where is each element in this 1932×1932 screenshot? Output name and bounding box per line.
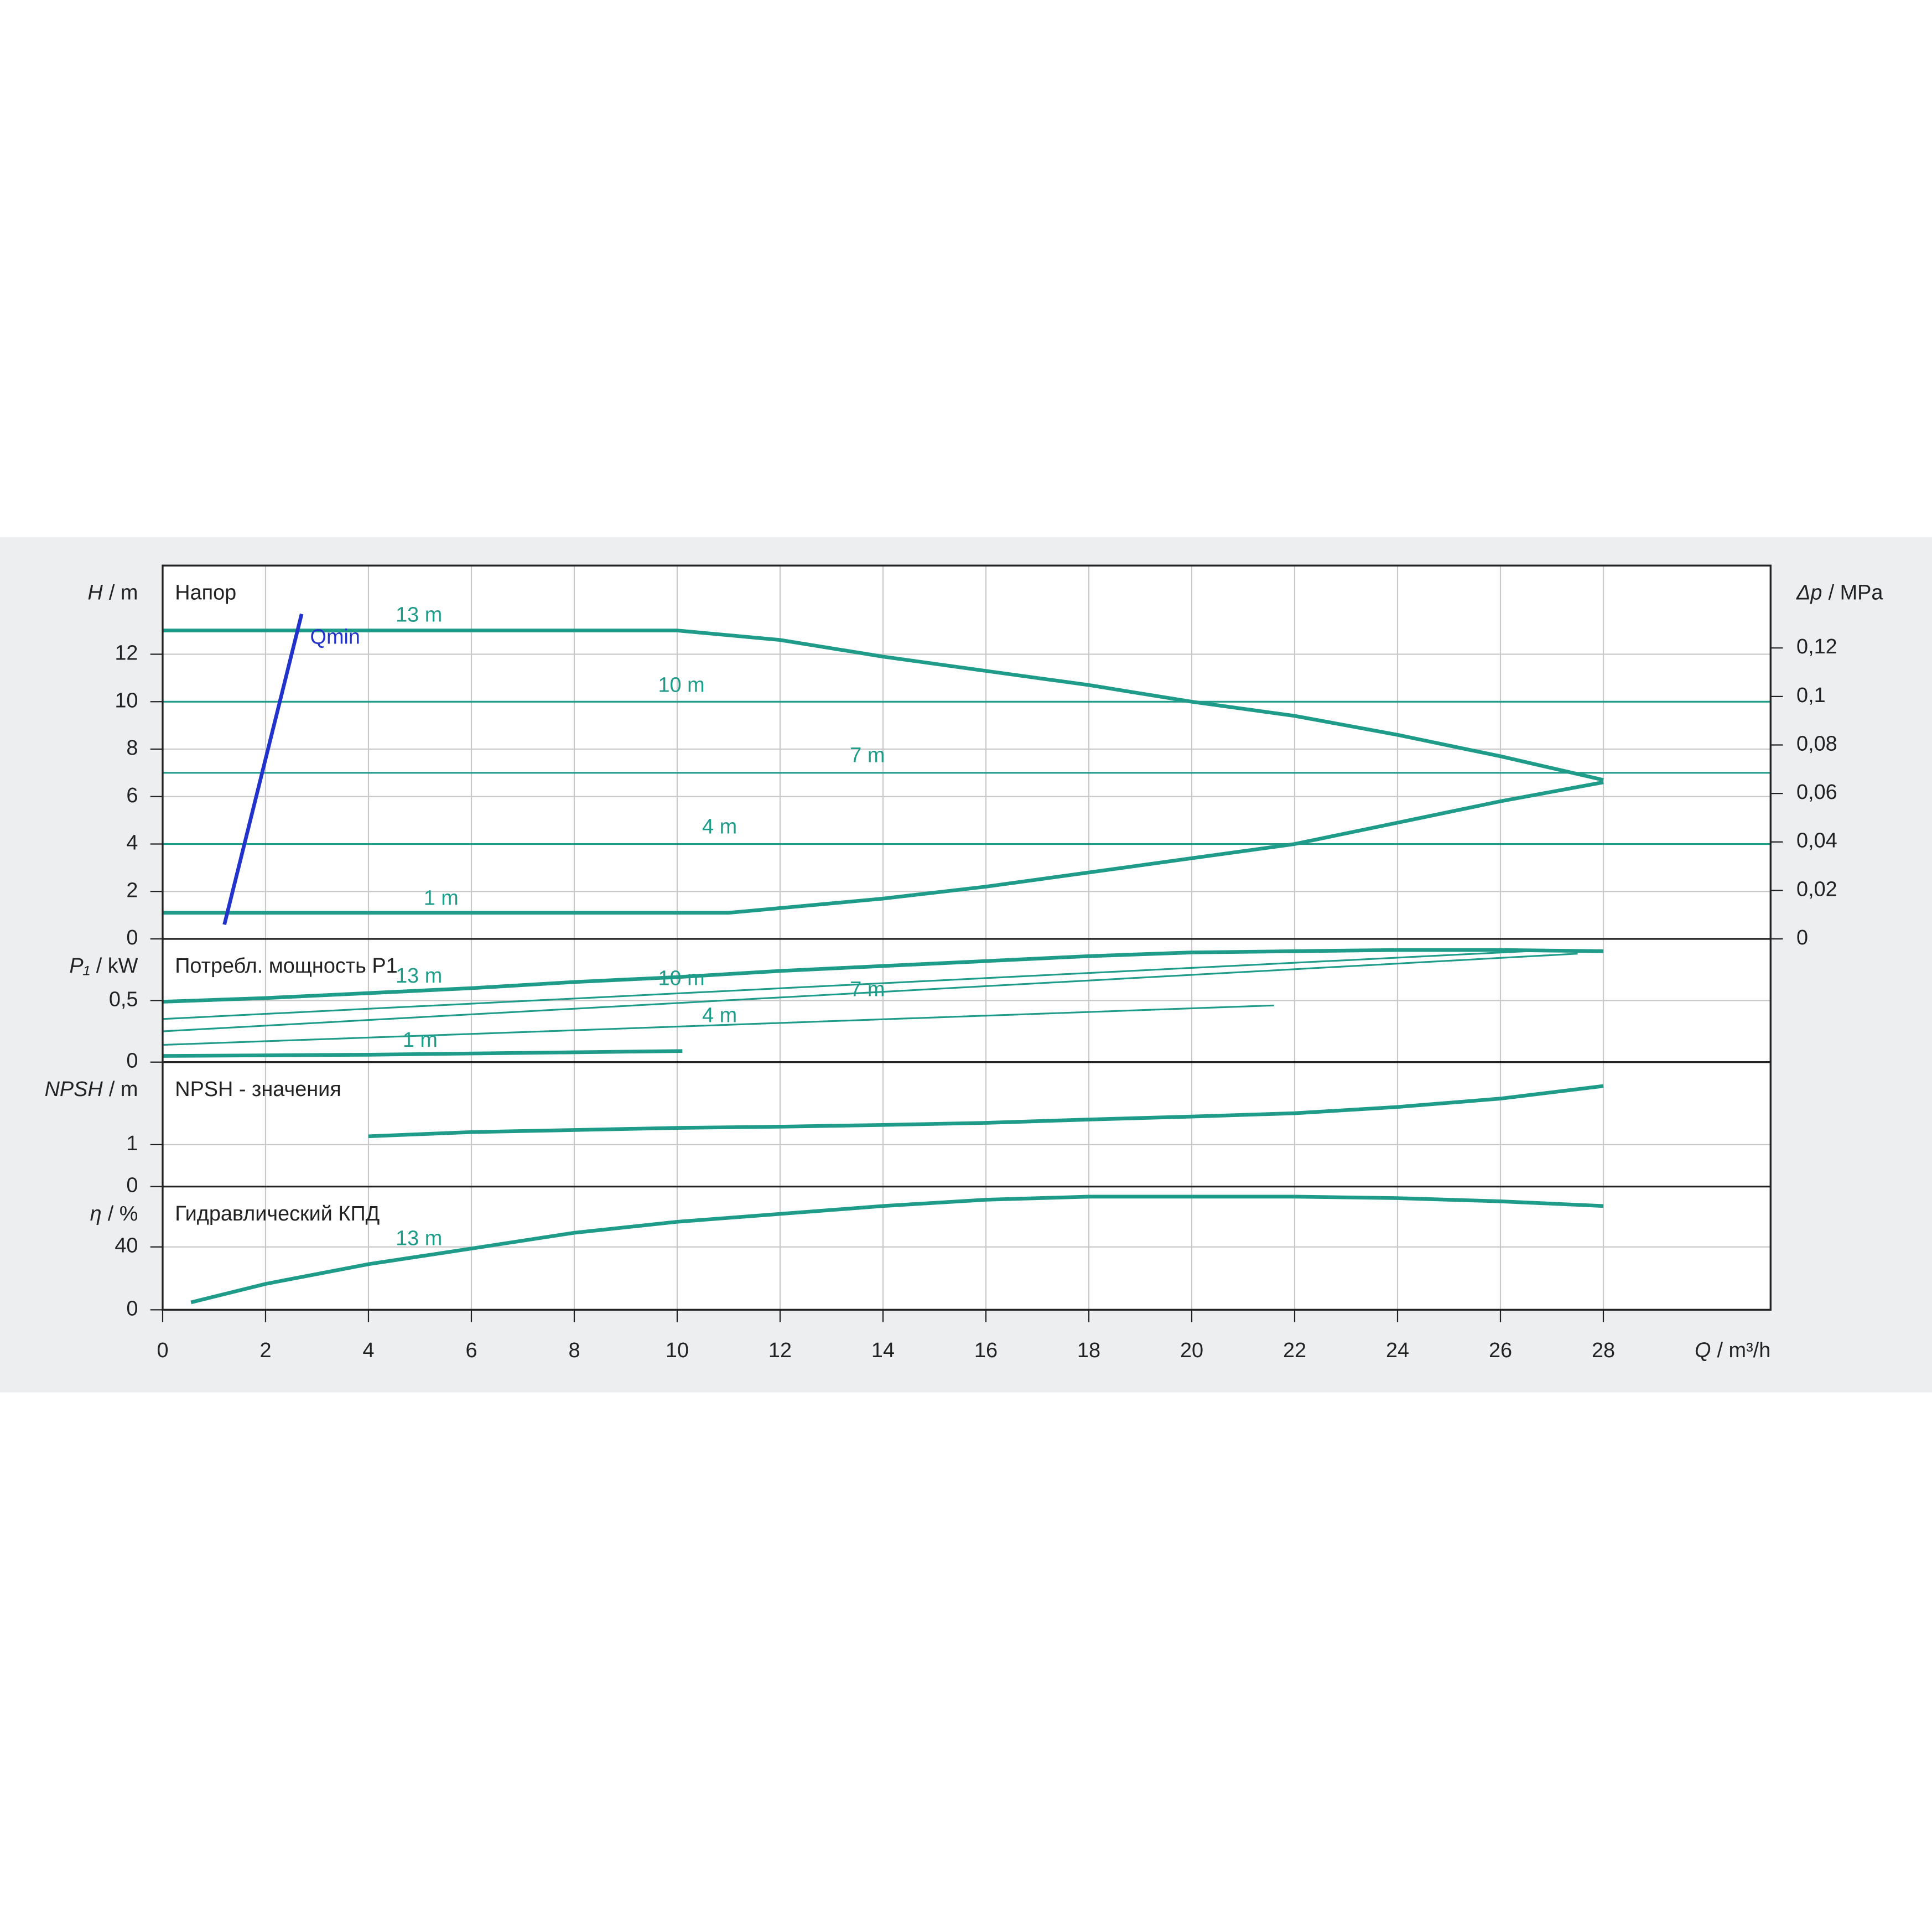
y-tick-label: 0,5 [109, 988, 138, 1011]
series-line [190, 1194, 1604, 1305]
axis-unit: / kW [96, 954, 138, 978]
y-tick-label: 1 [126, 1132, 138, 1155]
axis-symbol: H [87, 581, 103, 604]
panel-title: Потребл. мощность P1 [175, 954, 397, 978]
y-tick-label: 6 [126, 784, 138, 807]
y-tick-label: 2 [126, 879, 138, 902]
x-tick-label: 6 [465, 1339, 477, 1362]
series-label: 4 m [702, 1004, 737, 1027]
axis-symbol: Q [1695, 1339, 1711, 1362]
x-tick-label: 0 [157, 1339, 168, 1362]
y-tick-label: 12 [115, 642, 138, 665]
axis-label: Δp / MPa [1796, 581, 1883, 604]
x-tick-label: 16 [974, 1339, 998, 1362]
axis-unit: / MPa [1829, 581, 1884, 604]
axis-label: P₁ / kW [69, 954, 138, 978]
axis-unit: / m³/h [1717, 1339, 1771, 1362]
series-label: 13 m [396, 1227, 442, 1250]
x-tick-label: 4 [362, 1339, 374, 1362]
series-line [162, 1004, 1274, 1046]
panel-title: NPSH - значения [175, 1078, 341, 1101]
y-tick-label: 8 [126, 736, 138, 760]
x-tick-label: 18 [1077, 1339, 1100, 1362]
y2-tick-label: 0,06 [1796, 781, 1837, 804]
series-line [162, 953, 1578, 1032]
y-tick-label: 0 [126, 1174, 138, 1197]
x-tick-label: 8 [568, 1339, 580, 1362]
series-label: 10 m [658, 967, 704, 990]
y2-tick-label: 0,12 [1796, 635, 1837, 658]
y2-tick-label: 0,02 [1796, 877, 1837, 901]
x-tick-label: 2 [259, 1339, 271, 1362]
series-label: 10 m [658, 673, 704, 697]
y-tick-label: 4 [126, 832, 138, 855]
series-label: 4 m [702, 816, 737, 839]
x-tick-label: 12 [768, 1339, 792, 1362]
series-line [222, 613, 304, 925]
series-label: 1 m [424, 887, 459, 910]
y-tick-label: 10 [115, 689, 138, 712]
y2-tick-label: 0,04 [1796, 829, 1837, 853]
axis-unit: / % [108, 1202, 138, 1225]
x-tick-label: 22 [1283, 1339, 1306, 1362]
plot-area [162, 565, 1771, 1310]
panel-title: Гидравлический КПД [175, 1202, 380, 1225]
y-tick-label: 40 [115, 1234, 138, 1258]
series-line [162, 780, 1604, 915]
series-line [368, 1084, 1604, 1139]
axis-label: NPSH / m [45, 1078, 138, 1101]
axis-unit: / m [109, 581, 138, 604]
plot-border [162, 564, 1772, 1311]
series-label: 13 m [396, 604, 442, 627]
series-label: 7 m [850, 744, 885, 767]
y2-tick-label: 0,1 [1796, 684, 1826, 707]
axis-unit: / m [109, 1078, 138, 1101]
x-tick-label: 10 [666, 1339, 689, 1362]
y-tick-label: 0 [126, 1050, 138, 1073]
series-label: 7 m [850, 978, 885, 1001]
x-tick-label: 28 [1592, 1339, 1615, 1362]
series-line [162, 629, 1604, 782]
axis-symbol: η [90, 1202, 102, 1225]
axis-symbol: P₁ [69, 954, 90, 978]
series-line [162, 949, 1552, 1020]
series-label: Qmin [310, 626, 360, 649]
axis-symbol: Δp [1796, 581, 1822, 604]
y2-tick-label: 0,08 [1796, 732, 1837, 755]
x-tick-label: 26 [1489, 1339, 1512, 1362]
axis-label: η / % [90, 1202, 138, 1225]
x-tick-label: 14 [871, 1339, 895, 1362]
axis-label: Q / m³/h [1695, 1339, 1770, 1362]
x-tick-label: 24 [1386, 1339, 1409, 1362]
series-label: 1 m [403, 1029, 438, 1052]
series-line [162, 948, 1604, 1004]
x-tick-label: 20 [1180, 1339, 1203, 1362]
axis-label: H / m [87, 581, 138, 604]
series-line [162, 1049, 683, 1058]
panel-title: Напор [175, 581, 236, 604]
y2-tick-label: 0 [1796, 926, 1808, 949]
axis-symbol: NPSH [45, 1078, 103, 1101]
y-tick-label: 0 [126, 1297, 138, 1320]
y-tick-label: 0 [126, 926, 138, 949]
series-label: 13 m [396, 964, 442, 988]
